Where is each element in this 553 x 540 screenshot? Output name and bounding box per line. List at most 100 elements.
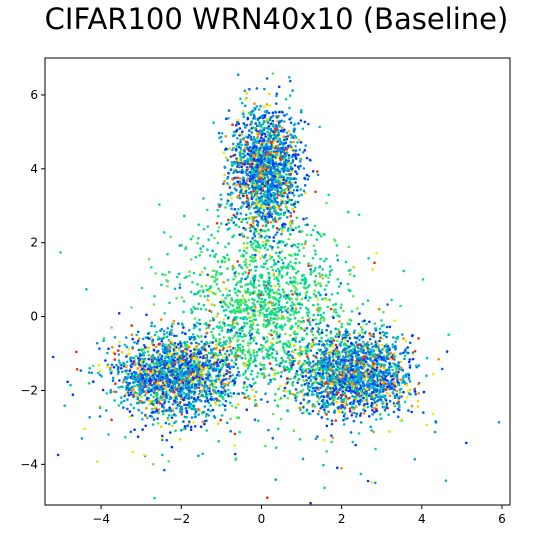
data-point bbox=[226, 323, 230, 327]
data-point bbox=[340, 394, 344, 398]
data-point bbox=[254, 253, 257, 257]
data-point bbox=[396, 335, 400, 339]
data-point bbox=[294, 277, 297, 280]
data-point bbox=[227, 365, 231, 368]
data-point bbox=[330, 374, 334, 378]
data-point bbox=[190, 341, 193, 345]
data-point bbox=[271, 124, 275, 128]
data-point bbox=[278, 333, 282, 336]
data-point bbox=[296, 141, 299, 144]
data-point bbox=[177, 348, 181, 352]
data-point bbox=[278, 325, 281, 329]
data-point bbox=[275, 363, 278, 367]
data-point bbox=[267, 276, 271, 279]
data-point bbox=[385, 356, 389, 359]
data-point bbox=[261, 312, 265, 315]
data-point bbox=[375, 374, 379, 378]
data-point bbox=[207, 298, 210, 302]
data-point bbox=[344, 384, 347, 388]
data-point bbox=[363, 365, 366, 368]
data-point bbox=[262, 345, 265, 349]
data-point bbox=[236, 331, 239, 335]
data-point bbox=[271, 307, 275, 311]
data-point bbox=[97, 363, 101, 367]
data-point bbox=[328, 376, 332, 380]
data-point bbox=[244, 126, 247, 129]
data-point bbox=[117, 312, 121, 315]
data-point bbox=[150, 372, 153, 375]
data-point bbox=[306, 314, 310, 317]
data-point bbox=[256, 372, 260, 375]
data-point bbox=[250, 131, 253, 134]
data-point bbox=[200, 335, 203, 338]
data-point bbox=[190, 258, 193, 261]
data-point bbox=[232, 183, 235, 186]
data-point bbox=[219, 193, 222, 197]
data-point bbox=[293, 164, 297, 167]
data-point bbox=[399, 304, 402, 308]
data-point bbox=[280, 126, 284, 129]
data-point bbox=[263, 236, 267, 239]
data-point bbox=[275, 227, 279, 230]
data-point bbox=[196, 357, 199, 361]
data-point bbox=[226, 177, 229, 181]
data-point bbox=[230, 219, 233, 222]
data-point bbox=[313, 405, 317, 408]
data-point bbox=[245, 385, 249, 389]
data-point bbox=[292, 284, 295, 288]
data-point bbox=[186, 387, 189, 391]
data-point bbox=[208, 390, 211, 393]
data-point bbox=[194, 355, 198, 359]
data-point bbox=[115, 363, 118, 367]
data-point bbox=[228, 345, 232, 349]
data-point bbox=[238, 151, 242, 154]
data-point bbox=[336, 291, 340, 295]
data-point bbox=[263, 287, 267, 290]
data-point bbox=[375, 403, 379, 407]
data-point bbox=[252, 233, 256, 236]
data-point bbox=[269, 122, 273, 126]
data-point bbox=[227, 388, 230, 392]
data-point bbox=[228, 341, 231, 345]
data-point bbox=[141, 428, 144, 431]
data-point bbox=[295, 369, 299, 373]
data-point bbox=[373, 322, 377, 325]
data-point bbox=[355, 412, 359, 416]
data-point bbox=[373, 344, 376, 348]
data-point bbox=[297, 165, 300, 169]
data-point bbox=[108, 368, 112, 371]
data-point bbox=[277, 303, 281, 307]
data-point bbox=[220, 198, 223, 201]
data-point bbox=[297, 138, 301, 142]
data-point bbox=[270, 247, 274, 251]
data-point bbox=[207, 289, 211, 293]
data-point bbox=[153, 333, 157, 337]
data-point bbox=[117, 353, 121, 356]
data-point bbox=[239, 97, 242, 101]
data-point bbox=[254, 259, 257, 262]
data-point bbox=[188, 337, 192, 341]
data-point bbox=[256, 203, 259, 206]
data-point bbox=[260, 217, 264, 221]
data-point bbox=[227, 193, 230, 196]
data-point bbox=[239, 212, 243, 215]
data-point bbox=[258, 314, 261, 317]
data-point bbox=[304, 191, 307, 195]
data-point bbox=[151, 410, 155, 414]
data-point bbox=[330, 422, 334, 426]
data-point bbox=[368, 320, 371, 324]
data-point bbox=[221, 403, 225, 406]
data-point bbox=[279, 227, 283, 230]
data-point bbox=[170, 414, 174, 417]
data-point bbox=[125, 360, 129, 364]
data-point bbox=[268, 348, 272, 351]
data-point bbox=[249, 135, 253, 138]
data-point bbox=[330, 419, 334, 423]
data-point bbox=[222, 151, 226, 154]
data-point bbox=[390, 365, 393, 369]
data-point bbox=[246, 283, 249, 286]
data-point bbox=[188, 274, 191, 278]
data-point bbox=[246, 275, 250, 278]
data-point bbox=[224, 361, 227, 364]
data-point bbox=[260, 265, 264, 268]
